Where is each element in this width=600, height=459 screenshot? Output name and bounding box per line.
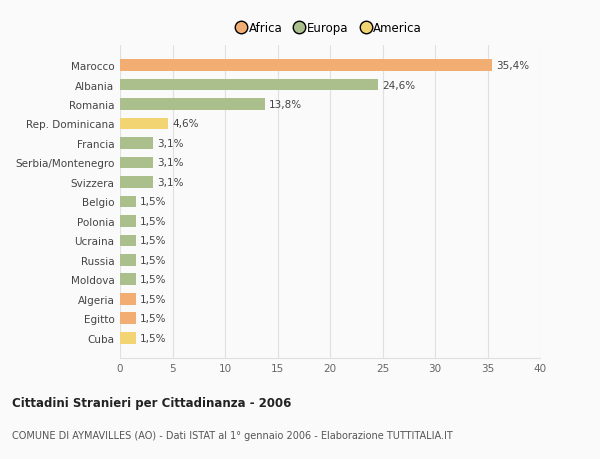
Text: 1,5%: 1,5% [140,274,166,285]
Bar [120,177,152,188]
Bar [120,157,152,169]
Bar [120,138,152,150]
Bar [120,118,168,130]
Bar [120,293,136,305]
Text: 1,5%: 1,5% [140,333,166,343]
Bar [120,332,136,344]
Bar [120,79,379,91]
Text: 3,1%: 3,1% [157,158,183,168]
Text: 4,6%: 4,6% [173,119,199,129]
Bar [120,254,136,266]
Bar [120,60,492,72]
Text: 1,5%: 1,5% [140,313,166,324]
Text: 3,1%: 3,1% [157,139,183,149]
Legend: Africa, Europa, America: Africa, Europa, America [233,17,427,40]
Bar [120,99,265,111]
Text: COMUNE DI AYMAVILLES (AO) - Dati ISTAT al 1° gennaio 2006 - Elaborazione TUTTITA: COMUNE DI AYMAVILLES (AO) - Dati ISTAT a… [12,431,453,440]
Text: 24,6%: 24,6% [383,80,416,90]
Bar [120,274,136,285]
Text: 1,5%: 1,5% [140,216,166,226]
Text: 1,5%: 1,5% [140,236,166,246]
Text: 1,5%: 1,5% [140,294,166,304]
Text: 3,1%: 3,1% [157,178,183,188]
Bar [120,196,136,208]
Text: 35,4%: 35,4% [496,61,529,71]
Bar [120,313,136,325]
Bar [120,235,136,246]
Text: Cittadini Stranieri per Cittadinanza - 2006: Cittadini Stranieri per Cittadinanza - 2… [12,396,292,409]
Text: 1,5%: 1,5% [140,197,166,207]
Bar [120,216,136,227]
Text: 1,5%: 1,5% [140,255,166,265]
Text: 13,8%: 13,8% [269,100,302,110]
